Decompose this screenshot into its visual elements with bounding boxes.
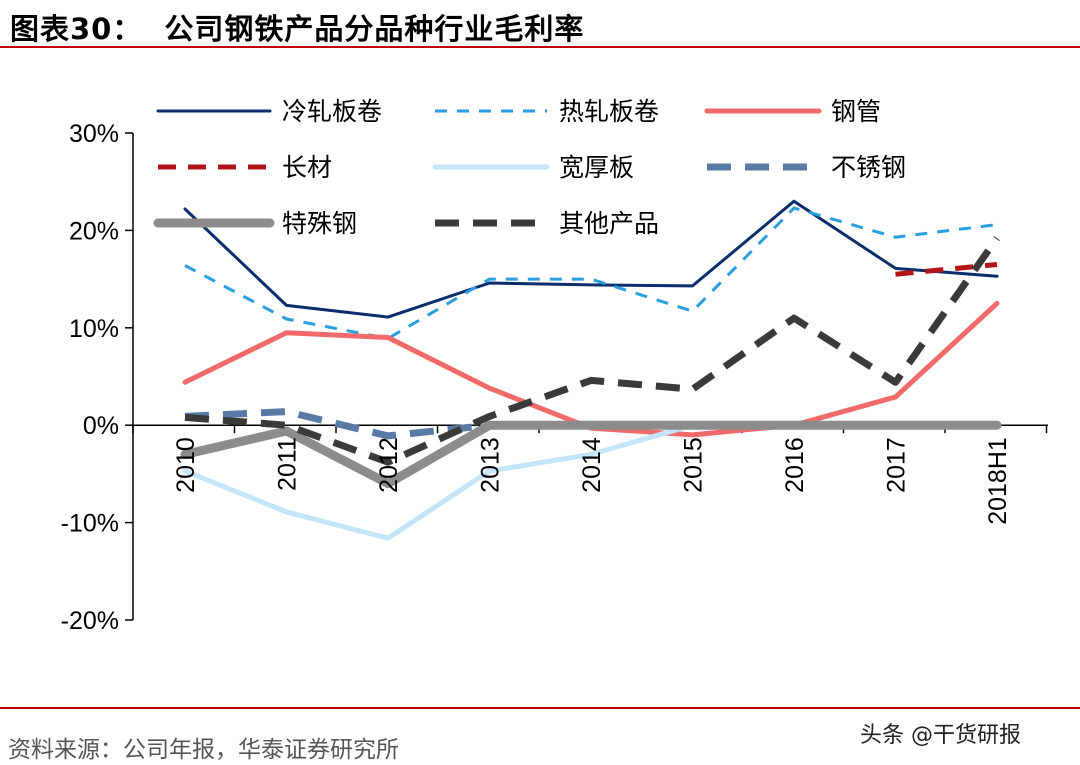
- x-tick-label: 2011: [274, 437, 302, 491]
- series-line: [184, 206, 998, 340]
- legend-label: 不锈钢: [831, 153, 906, 182]
- series-line: [180, 420, 1002, 489]
- legend-label: 特殊钢: [282, 209, 357, 238]
- y-tick-label: 30%: [69, 120, 119, 148]
- x-tick-label: 2018H1: [984, 437, 1012, 525]
- x-tick-label: 2017: [883, 437, 911, 493]
- x-tick-label: 2016: [781, 437, 809, 493]
- series-line: [184, 236, 1000, 466]
- legend-label: 长材: [282, 153, 332, 182]
- legend-label: 冷轧板卷: [282, 97, 382, 126]
- x-tick-label: 2013: [477, 437, 505, 493]
- y-tick-label: -10%: [61, 510, 119, 538]
- series-line: [183, 199, 999, 319]
- series-line: [184, 408, 490, 440]
- legend-label: 热轧板卷: [559, 97, 659, 126]
- figure-number: 图表30：: [10, 12, 143, 46]
- legend-label: 钢管: [831, 97, 881, 126]
- y-tick-label: 0%: [83, 412, 119, 440]
- x-tick-label: 2015: [680, 437, 708, 493]
- y-tick-label: -20%: [61, 607, 119, 635]
- series-line: [895, 262, 998, 277]
- x-tick-label: 2012: [375, 437, 403, 493]
- y-tick-label: 20%: [69, 217, 119, 245]
- x-tick-label: 2010: [172, 437, 200, 493]
- line-chart: 30% 20% 10% 0% -10% -20% 2010 2011 2012 2013 2014 2…: [61, 97, 1048, 635]
- figure-title-text: 公司钢铁产品分品种行业毛利率: [164, 12, 585, 46]
- series-line: [182, 422, 695, 541]
- legend-label: 其他产品: [559, 209, 659, 238]
- y-tick-label: 10%: [69, 315, 119, 343]
- bottom-divider: [0, 707, 1080, 709]
- source-note: 资料来源：公司年报，华泰证券研究所: [8, 737, 399, 763]
- watermark: 头条 @干货研报: [860, 723, 1021, 748]
- legend-label: 宽厚板: [559, 153, 634, 182]
- figure-title: 图表30： 公司钢铁产品分品种行业毛利率: [10, 6, 584, 48]
- top-divider: [0, 46, 1080, 48]
- x-tick-label: 2014: [578, 437, 606, 493]
